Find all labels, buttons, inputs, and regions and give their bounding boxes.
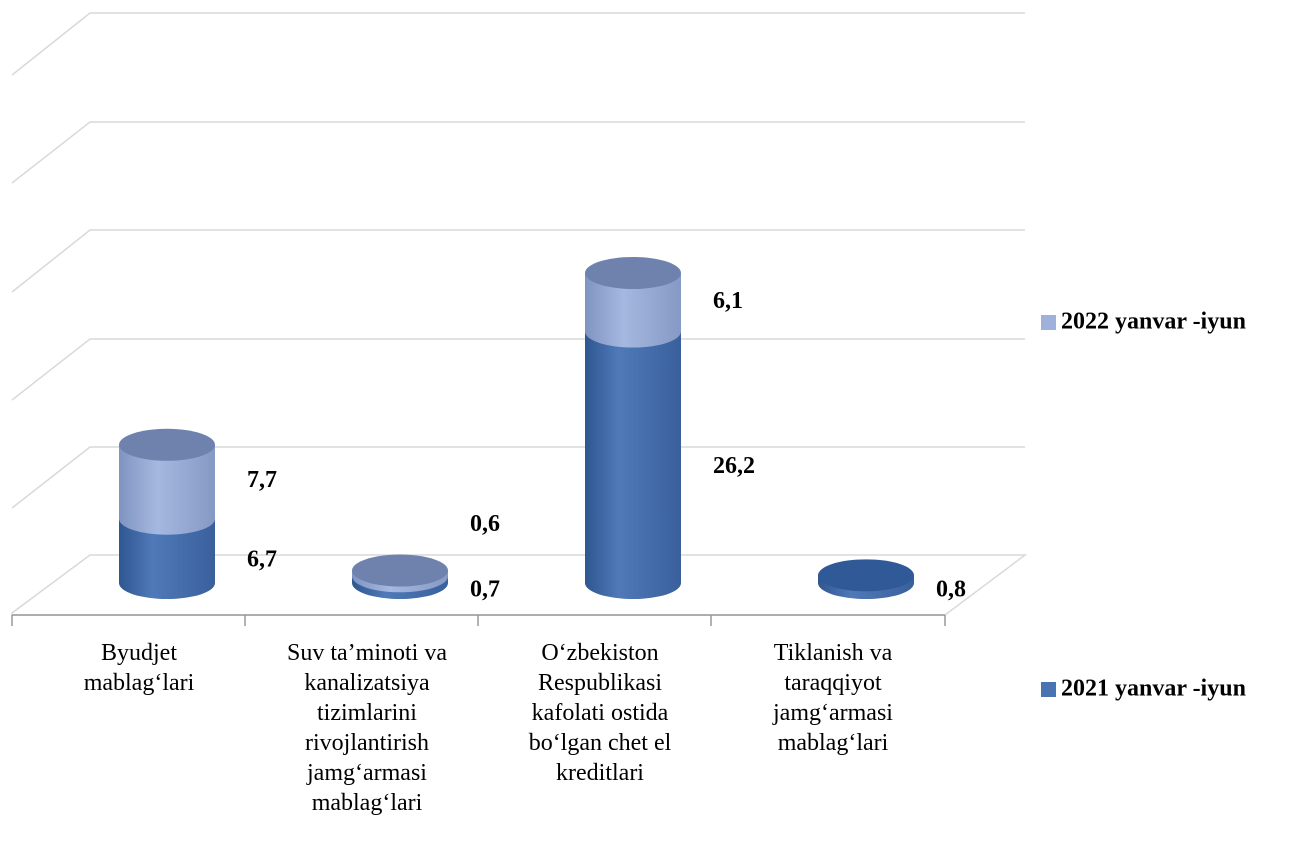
data-label: 0,7	[470, 577, 500, 603]
data-label: 6,7	[247, 546, 277, 572]
data-label: 0,8	[936, 577, 966, 603]
data-label: 7,7	[247, 467, 277, 493]
legend-label: 2021 yanvar -iyun	[1061, 676, 1246, 702]
x-tick-label: O‘zbekiston Respublikasi kafolati ostida…	[500, 638, 700, 788]
legend-label: 2022 yanvar -iyun	[1061, 309, 1246, 335]
data-label: 6,1	[713, 288, 743, 314]
legend-swatch	[1041, 682, 1056, 697]
chart: 6,7 7,7 0,7 0,6 26,2 6,1 0,8 2021 yanvar -iyun 2…	[0, 0, 1313, 854]
cylinder-segment	[119, 429, 215, 535]
data-label: 0,6	[470, 511, 500, 537]
cylinder-top	[585, 257, 681, 289]
data-label: 26,2	[713, 453, 755, 479]
cylinder-body	[585, 332, 681, 599]
cylinder-segment	[352, 555, 448, 593]
x-tick-label: Byudjet mablag‘lari	[64, 638, 214, 698]
cylinder-segment	[585, 332, 681, 599]
cylinder-top	[119, 429, 215, 461]
x-tick-label: Suv ta’minoti va kanalizatsiya tizimlari…	[267, 638, 467, 818]
legend-swatch	[1041, 315, 1056, 330]
cylinder-top	[818, 559, 914, 591]
cylinder-segment	[585, 257, 681, 348]
x-tick-label: Tiklanish va taraqqiyot jamg‘armasi mabl…	[733, 638, 933, 758]
cylinder-top	[352, 555, 448, 587]
cylinder-segment	[818, 559, 914, 599]
